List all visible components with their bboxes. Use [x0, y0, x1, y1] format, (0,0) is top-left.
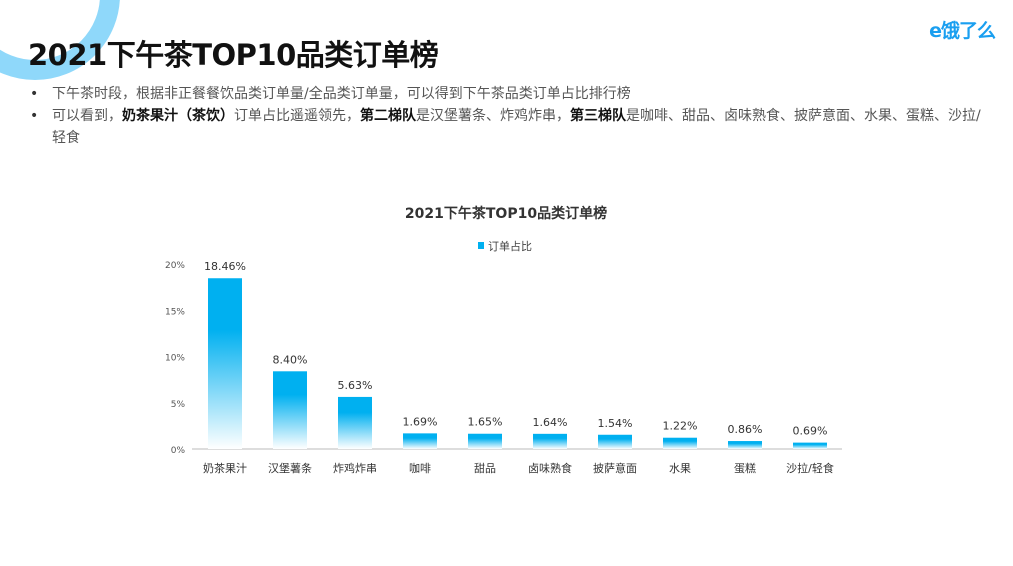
bar — [208, 278, 242, 449]
x-tick-label: 甜品 — [474, 462, 496, 475]
eleme-logo: e饿了么 — [929, 20, 996, 42]
x-tick-label: 披萨意面 — [593, 461, 637, 475]
bullet-list: 下午茶时段，根据非正餐餐饮品类订单量/全品类订单量，可以得到下午茶品类订单占比排… — [28, 83, 988, 149]
bullet-1: 下午茶时段，根据非正餐餐饮品类订单量/全品类订单量，可以得到下午茶品类订单占比排… — [28, 83, 988, 105]
x-tick-label: 水果 — [669, 462, 691, 475]
legend-swatch — [478, 242, 484, 249]
chart-title: 2021下午茶TOP10品类订单榜 — [405, 205, 607, 222]
legend-label: 订单占比 — [488, 239, 532, 253]
x-tick-label: 卤味熟食 — [528, 461, 572, 475]
text: 是汉堡薯条、炸鸡炸串， — [416, 108, 570, 124]
bar — [403, 433, 437, 449]
y-tick-label: 15% — [165, 307, 185, 317]
page-title: 2021下午茶TOP10品类订单榜 — [28, 38, 439, 72]
y-tick-label: 10% — [165, 354, 185, 364]
x-tick-label: 汉堡薯条 — [268, 461, 312, 475]
bar — [793, 442, 827, 449]
data-label: 0.69% — [793, 425, 828, 438]
bar — [663, 437, 697, 449]
data-label: 8.40% — [273, 353, 308, 366]
text: 可以看到， — [52, 108, 122, 124]
bar — [598, 434, 632, 449]
x-tick-label: 奶茶果汁 — [203, 461, 247, 475]
highlight: 第二梯队 — [360, 108, 416, 124]
y-tick-label: 20% — [165, 261, 185, 271]
data-label: 5.63% — [338, 379, 373, 392]
x-tick-label: 蛋糕 — [734, 461, 756, 475]
data-label: 1.22% — [663, 420, 698, 433]
bar — [338, 396, 372, 449]
data-label: 1.69% — [403, 415, 438, 428]
x-tick-label: 炸鸡炸串 — [333, 461, 377, 475]
text: 订单占比遥遥领先， — [234, 108, 360, 124]
text: 是咖啡、甜品、卤味熟食、披萨意面、水果、蛋糕、沙拉/轻食 — [52, 108, 981, 146]
y-tick-label: 5% — [171, 400, 186, 410]
x-tick-label: 咖啡 — [409, 461, 431, 475]
data-label: 1.64% — [533, 416, 568, 429]
highlight: 奶茶果汁（茶饮） — [122, 108, 234, 124]
bullet-2: 可以看到，奶茶果汁（茶饮）订单占比遥遥领先，第二梯队是汉堡薯条、炸鸡炸串，第三梯… — [28, 105, 988, 149]
data-label: 0.86% — [728, 423, 763, 436]
bar — [533, 433, 567, 449]
data-label: 18.46% — [204, 260, 246, 273]
x-tick-label: 沙拉/轻食 — [786, 461, 834, 475]
bar — [728, 441, 762, 449]
data-label: 1.54% — [598, 417, 633, 430]
highlight: 第三梯队 — [570, 108, 626, 124]
y-tick-label: 0% — [171, 446, 186, 456]
bar — [273, 371, 307, 449]
data-label: 1.65% — [468, 416, 503, 429]
bar — [468, 433, 502, 449]
